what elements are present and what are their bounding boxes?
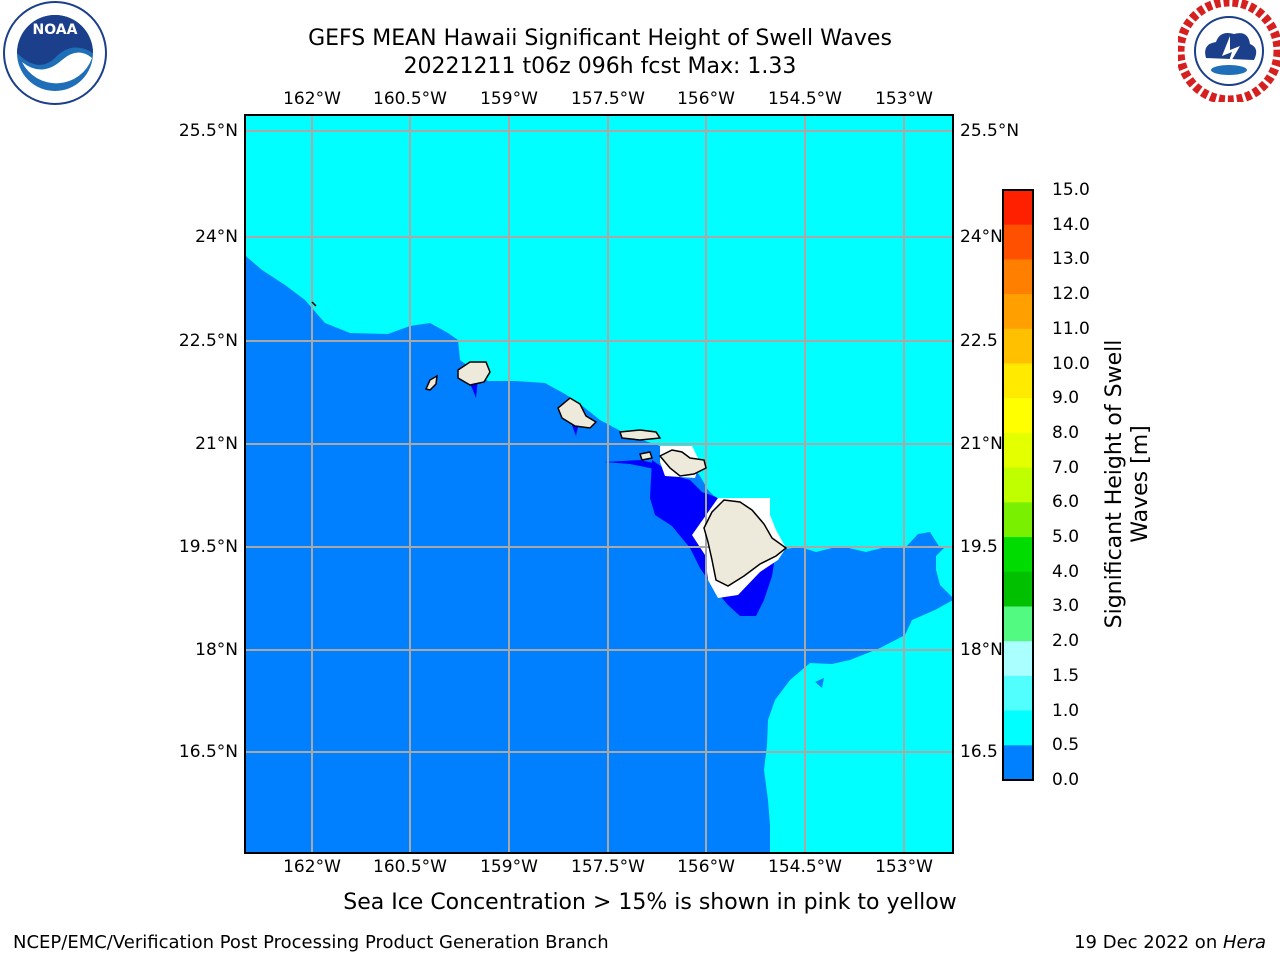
colorbar-tick-label: 10.0: [1052, 353, 1090, 374]
swell-band-high-north: [245, 115, 953, 552]
lat-label-right: 25.5°N: [960, 121, 1020, 141]
lon-label-bottom: 160.5°W: [373, 857, 447, 877]
island-niihau: [424, 374, 438, 391]
colorbar-segment: [1003, 710, 1033, 746]
colorbar-segment: [1003, 467, 1033, 503]
noaa-logo: NOAA: [3, 1, 107, 105]
graticule: [245, 115, 953, 853]
colorbar-tick-label: 1.5: [1052, 665, 1080, 686]
colorbar-segment: [1003, 398, 1033, 434]
island-maui: [658, 449, 707, 477]
colorbar-tick-label: 15.0: [1052, 180, 1090, 200]
islands: [424, 361, 788, 587]
nws-logo: [1178, 0, 1280, 102]
island-molokai: [618, 429, 662, 441]
plot-subtitle: 20221211 t06z 096h fcst Max: 1.33: [403, 54, 797, 79]
colorbar-label: Significant Height of Swell Waves [m]: [1102, 284, 1154, 684]
lon-label-bottom: 159°W: [480, 857, 538, 877]
footer-host: Hera: [1222, 932, 1266, 953]
lon-label-top: 156°W: [677, 89, 735, 109]
island-bigisland: [703, 499, 788, 587]
lat-label-right: 22.5: [960, 331, 998, 351]
colorbar-tick-label: 3.0: [1052, 596, 1080, 617]
colorbar-segment: [1003, 294, 1033, 330]
colorbar-tick-label: 14.0: [1052, 214, 1090, 235]
colorbar-tick-label: 4.0: [1052, 561, 1080, 582]
colorbar-segment: [1003, 432, 1033, 469]
lon-label-bottom: 156°W: [677, 857, 735, 877]
colorbar-tick-label: 7.0: [1052, 457, 1080, 478]
colorbar-tick-label: 2.0: [1052, 631, 1080, 652]
colorbar: [1002, 189, 1034, 781]
lat-label-left: 19.5°N: [178, 537, 238, 557]
colorbar-segment: [1003, 537, 1033, 573]
swell-band-high-east-notch: [936, 546, 953, 598]
lon-label-top: 160.5°W: [373, 89, 447, 109]
colorbar-tick-label: 8.0: [1052, 422, 1080, 443]
island-kauai: [457, 361, 491, 386]
island-oahu: [557, 397, 598, 429]
colorbar-tick-label: 13.0: [1052, 249, 1090, 270]
colorbar-segment: [1003, 571, 1033, 607]
colorbar-segment: [1003, 745, 1033, 781]
island-lanai: [639, 451, 653, 461]
lat-label-left: 25.5°N: [178, 121, 238, 141]
colorbar-segment: [1003, 190, 1033, 226]
lat-label-left: 22.5°N: [178, 331, 238, 351]
lat-label-left: 24°N: [195, 227, 238, 247]
lon-label-top: 162°W: [283, 89, 341, 109]
swell-band-high-southeast: [764, 600, 953, 853]
lat-label-right: 18°N: [960, 640, 1003, 660]
colorbar-tick-label: 6.0: [1052, 492, 1080, 513]
noaa-logo-text: NOAA: [33, 22, 78, 38]
lon-label-top: 157.5°W: [571, 89, 645, 109]
colorbar-label-line1: Significant Height of Swell: [1102, 339, 1127, 629]
lon-label-bottom: 157.5°W: [571, 857, 645, 877]
lon-label-bottom: 162°W: [283, 857, 341, 877]
lat-label-left: 18°N: [195, 640, 238, 660]
colorbar-label-line2: Waves [m]: [1128, 425, 1153, 543]
colorbar-segment: [1003, 641, 1033, 677]
footer-date: 19 Dec 2022 on Hera: [1074, 932, 1266, 953]
colorbar-segment: [1003, 328, 1033, 365]
colorbar-frame: [1002, 189, 1034, 781]
swell-band-low-maui-wedge: [604, 460, 660, 470]
lon-label-bottom: 153°W: [875, 857, 933, 877]
lat-label-right: 24°N: [960, 227, 1003, 247]
swell-band-mid-islet: [815, 678, 824, 688]
colorbar-tick-label: 0.5: [1052, 735, 1080, 756]
colorbar-segment: [1003, 675, 1033, 712]
colorbar-segment: [1003, 224, 1033, 260]
colorbar-tick-label: 1.0: [1052, 700, 1080, 721]
lon-label-top: 154.5°W: [768, 89, 842, 109]
lat-label-right: 21°N: [960, 434, 1003, 454]
plot-title: GEFS MEAN Hawaii Significant Height of S…: [308, 26, 892, 51]
colorbar-segment: [1003, 606, 1033, 642]
lat-label-left: 21°N: [195, 434, 238, 454]
colorbar-tick-label: 11.0: [1052, 318, 1090, 339]
footer-credit: NCEP/EMC/Verification Post Processing Pr…: [13, 932, 609, 953]
lat-label-right: 16.5: [960, 742, 998, 762]
map-frame: [244, 114, 954, 854]
colorbar-segment: [1003, 363, 1033, 399]
lon-label-top: 159°W: [480, 89, 538, 109]
colorbar-tick-label: 0.0: [1052, 770, 1080, 790]
colorbar-segment: [1003, 502, 1033, 538]
lon-label-bottom: 154.5°W: [768, 857, 842, 877]
colorbar-tick-label: 12.0: [1052, 284, 1090, 305]
sea-ice-note: Sea Ice Concentration > 15% is shown in …: [343, 890, 957, 915]
footer-date-text: 19 Dec 2022 on: [1074, 932, 1223, 953]
colorbar-tick-label: 9.0: [1052, 388, 1080, 409]
lat-label-right: 19.5: [960, 537, 998, 557]
colorbar-segment: [1003, 259, 1033, 295]
lon-label-top: 153°W: [875, 89, 933, 109]
coast-stub: [311, 301, 317, 307]
colorbar-tick-label: 5.0: [1052, 527, 1080, 548]
lat-label-left: 16.5°N: [178, 742, 238, 762]
